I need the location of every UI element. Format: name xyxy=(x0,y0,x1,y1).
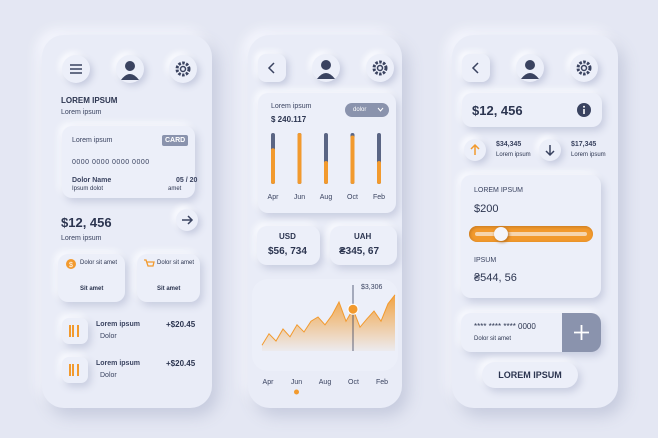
currency-value: $56, 734 xyxy=(268,246,307,257)
slider-track[interactable] xyxy=(469,226,593,242)
bar xyxy=(297,133,302,184)
list-icon xyxy=(62,357,88,383)
stat-label: Lorem ipsum xyxy=(571,152,606,158)
down-icon xyxy=(539,139,561,161)
back-button[interactable] xyxy=(258,54,286,82)
phone-1: LOREM IPSUM Lorem ipsum Lorem ipsum CARD… xyxy=(42,35,212,408)
card-amount: $ 240.117 xyxy=(271,115,307,124)
list-amount: +$20.45 xyxy=(166,320,196,329)
bar xyxy=(350,135,355,184)
bar-card: Lorem ipsum $ 240.117 dolor Apr Jun Aug Oct… xyxy=(258,93,396,213)
back-button[interactable] xyxy=(462,54,490,82)
marker xyxy=(347,303,359,315)
settings-button[interactable] xyxy=(169,55,197,83)
subtitle: Lorem ipsum xyxy=(61,109,102,116)
active-dot xyxy=(294,389,299,395)
list-amount: +$20.45 xyxy=(166,359,196,368)
list-icon xyxy=(62,318,88,344)
tile-text: Dolor sit amet xyxy=(157,260,195,266)
card-value: ₴544, 56 xyxy=(474,272,517,284)
currency-value: ₴345, 67 xyxy=(339,246,380,257)
currency-name: UAH xyxy=(354,232,372,241)
account-number: **** **** **** 0000 xyxy=(474,322,536,331)
x-tick-label: Aug xyxy=(319,379,332,386)
annotation: $3,306 xyxy=(361,284,383,291)
menu-button[interactable] xyxy=(62,55,90,83)
x-tick-label: Jun xyxy=(294,194,305,201)
x-tick-label: Feb xyxy=(373,194,385,201)
tile-sub: Sit amet xyxy=(157,286,181,292)
account-label: Dolor sit amet xyxy=(474,336,512,342)
settings-button[interactable] xyxy=(570,54,598,82)
phone-2: Lorem ipsum $ 240.117 dolor Apr Jun Aug Oct… xyxy=(248,35,402,408)
bar-chart: Apr Jun Aug Oct Feb xyxy=(268,133,385,201)
card[interactable]: Lorem ipsum CARD 0000 0000 0000 0000 Dol… xyxy=(62,126,198,198)
title: LOREM IPSUM xyxy=(61,96,118,105)
tile[interactable]: Dolor sit amet Sit amet xyxy=(137,254,200,302)
area-chart: $3,306 Apr Jun Aug Oct Feb xyxy=(252,279,398,395)
card-label: IPSUM xyxy=(474,257,497,264)
transfer-card: LOREM IPSUM $200 IPSUM ₴544, 56 xyxy=(461,175,601,298)
card-label: Lorem ipsum xyxy=(271,103,312,110)
bar xyxy=(271,148,275,184)
bar xyxy=(324,161,328,184)
x-tick-label: Oct xyxy=(347,194,358,201)
stat-value: $17,345 xyxy=(571,141,597,148)
avatar[interactable] xyxy=(116,55,144,83)
card-label: Lorem ipsum xyxy=(72,137,113,144)
tile[interactable]: $ Dolor sit amet Sit amet xyxy=(58,254,125,302)
card-title: LOREM IPSUM xyxy=(474,187,524,194)
area xyxy=(262,294,395,351)
list-title: Lorem ipsum xyxy=(96,360,140,367)
dropdown-text: dolor xyxy=(353,107,367,113)
bar xyxy=(377,161,381,184)
primary-button[interactable]: LOREM IPSUM xyxy=(482,362,578,388)
stat-label: Lorem ipsum xyxy=(496,152,531,158)
card-name-sub: Ipsum dolot xyxy=(72,186,104,192)
arrow-button[interactable] xyxy=(176,209,198,231)
button-text: LOREM IPSUM xyxy=(498,370,562,380)
x-tick-label: Apr xyxy=(268,194,280,201)
avatar[interactable] xyxy=(516,54,544,82)
list-sub: Dolor xyxy=(100,372,117,379)
phone-3: $12, 456 $34,345 Lorem ipsum $17,345 Lor… xyxy=(452,35,618,408)
up-icon xyxy=(464,139,486,161)
card-name: Dolor Name xyxy=(72,177,112,184)
svg-text:$: $ xyxy=(69,262,73,269)
settings-button[interactable] xyxy=(366,54,394,82)
list-sub: Dolor xyxy=(100,333,117,340)
currency-tile[interactable]: UAH ₴345, 67 xyxy=(330,226,397,265)
x-tick-label: Aug xyxy=(320,194,333,201)
line xyxy=(261,294,396,346)
card-expiry-sub: amet xyxy=(168,186,182,192)
card-amount: $200 xyxy=(474,203,499,215)
dropdown[interactable]: dolor xyxy=(345,103,389,117)
balance-card: $12, 456 xyxy=(462,93,602,127)
slider-knob[interactable] xyxy=(493,227,508,241)
tile-sub: Sit amet xyxy=(80,286,104,292)
add-button[interactable] xyxy=(562,313,601,352)
balance: $12, 456 xyxy=(472,103,523,118)
card-number: 0000 0000 0000 0000 xyxy=(72,159,150,166)
slider-rail xyxy=(475,232,587,236)
account-card: **** **** **** 0000 Dolor sit amet xyxy=(461,313,601,352)
x-tick-label: Feb xyxy=(376,379,388,386)
stat-value: $34,345 xyxy=(496,141,522,148)
balance-label: Lorem ipsum xyxy=(61,235,102,242)
x-tick-label: Apr xyxy=(263,379,275,386)
x-tick-label: Oct xyxy=(348,379,359,386)
x-tick-label: Jun xyxy=(291,379,302,386)
balance: $12, 456 xyxy=(61,215,112,230)
currency-tile[interactable]: USD $56, 734 xyxy=(257,226,320,265)
currency-name: USD xyxy=(279,232,296,241)
card-badge: CARD xyxy=(162,135,189,146)
list-title: Lorem ipsum xyxy=(96,321,140,328)
card-expiry: 05 / 20 xyxy=(176,177,198,184)
tile-text: Dolor sit amet xyxy=(80,260,118,266)
avatar[interactable] xyxy=(312,54,340,82)
